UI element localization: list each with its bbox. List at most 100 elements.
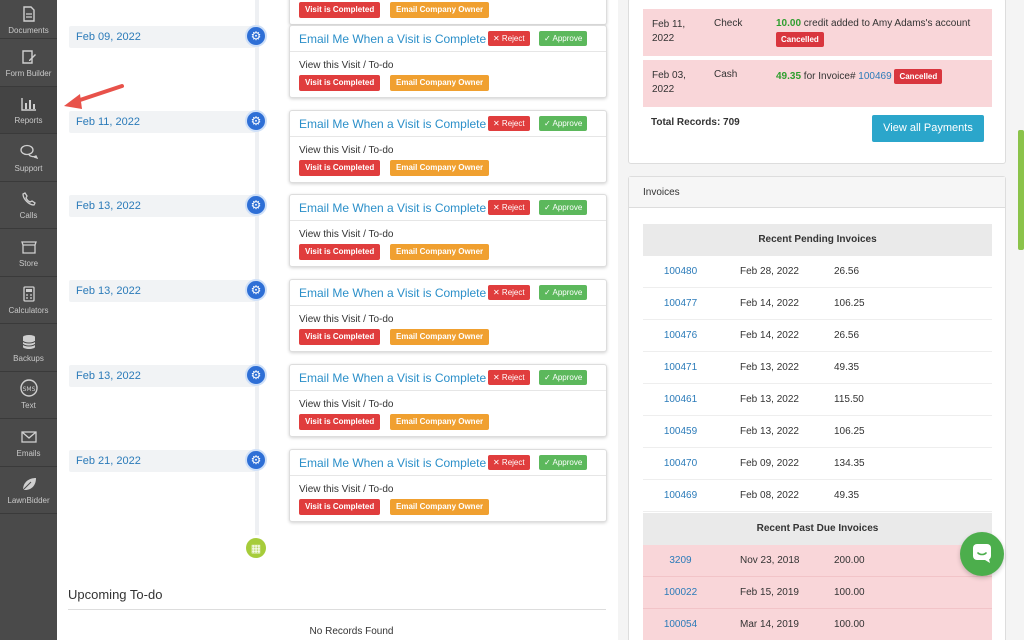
gears-icon: ⚙ — [245, 25, 267, 47]
calculator-icon — [22, 284, 35, 304]
sidebar-item-label: Calls — [19, 211, 38, 221]
view-visit-link[interactable]: View this Visit / To-do — [299, 484, 394, 495]
card-header: Email Me When a Visit is Complete ✕ Reje… — [290, 280, 606, 306]
sidebar-item-calls[interactable]: Calls — [0, 182, 57, 229]
invoice-link[interactable]: 100469 — [858, 71, 892, 82]
card-title-link[interactable]: Email Me When a Visit is Complete — [299, 117, 487, 131]
invoice-number-link[interactable]: 100477 — [663, 298, 698, 309]
invoice-number-link[interactable]: 100459 — [663, 426, 698, 437]
card-title-link[interactable]: Email Me When a Visit is Complete — [299, 286, 487, 300]
payment-row: Feb 11, 2022 Check 10.00 credit added to … — [643, 9, 992, 56]
timeline-date: Feb 09, 2022 — [76, 31, 141, 43]
invoice-amount: 134.35 — [834, 458, 865, 469]
payment-date: Feb 11, 2022 — [652, 19, 686, 44]
invoice-number-link[interactable]: 100469 — [663, 490, 698, 501]
timeline-row: Feb 09, 2022 ⚙ Email Me When a Visit is … — [57, 25, 618, 100]
invoices-panel-title: Invoices — [629, 177, 1005, 208]
sidebar-item-label: Reports — [14, 116, 43, 126]
invoice-amount: 100.00 — [834, 619, 865, 630]
sidebar-item-support[interactable]: Support — [0, 134, 57, 182]
cancelled-badge: Cancelled — [894, 69, 943, 84]
visit-completed-label: Visit is Completed — [299, 2, 381, 18]
sidebar-item-reports[interactable]: Reports — [0, 86, 57, 134]
table-row: 100459 Feb 13, 2022 106.25 — [643, 416, 992, 448]
total-records: Total Records: 709 — [651, 117, 740, 128]
card-title-link[interactable]: Email Me When a Visit is Complete — [299, 201, 487, 215]
sidebar-item-form-builder[interactable]: Form Builder — [0, 39, 57, 87]
view-visit-link[interactable]: View this Visit / To-do — [299, 145, 394, 156]
approve-button[interactable]: ✓ Approve — [539, 31, 588, 46]
table-row: 100470 Feb 09, 2022 134.35 — [643, 448, 992, 480]
sidebar-item-calculators[interactable]: Calculators — [0, 277, 57, 324]
approve-button[interactable]: ✓ Approve — [539, 116, 588, 131]
invoice-number-link[interactable]: 100470 — [663, 458, 698, 469]
payment-amount: 49.35 — [776, 71, 802, 82]
sidebar-item-emails[interactable]: Emails — [0, 419, 57, 467]
gears-icon: ⚙ — [245, 194, 267, 216]
card-title-link[interactable]: Email Me When a Visit is Complete — [299, 456, 487, 470]
past-due-invoices-header: Recent Past Due Invoices — [643, 513, 992, 545]
card-title-link[interactable]: Email Me When a Visit is Complete — [299, 32, 487, 46]
invoices-panel: Invoices Recent Pending Invoices 100480 F… — [628, 176, 1006, 640]
reject-button[interactable]: ✕ Reject — [488, 116, 530, 131]
invoice-number-link[interactable]: 100054 — [663, 619, 698, 630]
invoice-date: Feb 13, 2022 — [740, 394, 799, 405]
view-visit-link[interactable]: View this Visit / To-do — [299, 399, 394, 410]
view-visit-link[interactable]: View this Visit / To-do — [299, 229, 394, 240]
card-header: Email Me When a Visit is Complete ✕ Reje… — [290, 195, 606, 221]
approve-button[interactable]: ✓ Approve — [539, 285, 588, 300]
sidebar-item-label: Support — [14, 163, 43, 173]
reject-button[interactable]: ✕ Reject — [488, 455, 530, 470]
reject-button[interactable]: ✕ Reject — [488, 200, 530, 215]
timeline-date: Feb 13, 2022 — [76, 285, 141, 297]
invoice-amount: 106.25 — [834, 298, 865, 309]
date-strip — [69, 365, 257, 387]
timeline-card: Email Me When a Visit is Complete ✕ Reje… — [289, 110, 607, 183]
sidebar-item-lawnbidder[interactable]: LawnBidder — [0, 467, 57, 514]
database-icon — [22, 332, 36, 352]
payment-amount: 10.00 — [776, 18, 802, 29]
timeline-card: Email Me When a Visit is Complete ✕ Reje… — [289, 279, 607, 352]
timeline-card: Email Me When a Visit is Complete ✕ Reje… — [289, 449, 607, 522]
visit-completed-label: Visit is Completed — [299, 414, 381, 430]
sidebar-item-backups[interactable]: Backups — [0, 324, 57, 372]
invoice-number-link[interactable]: 100022 — [663, 587, 698, 598]
approve-button[interactable]: ✓ Approve — [539, 370, 588, 385]
email-company-owner-label: Email Company Owner — [390, 160, 490, 176]
sidebar-item-label: Backups — [13, 353, 44, 363]
view-visit-link[interactable]: View this Visit / To-do — [299, 314, 394, 325]
invoice-number-link[interactable]: 3209 — [669, 555, 692, 566]
document-icon — [22, 4, 36, 24]
visit-timeline: Visit is Completed Email Company Owner F… — [57, 0, 618, 640]
phone-icon — [21, 189, 37, 209]
sidebar-item-store[interactable]: Store — [0, 229, 57, 277]
view-all-payments-button[interactable]: View all Payments — [872, 115, 984, 142]
approve-button[interactable]: ✓ Approve — [539, 200, 588, 215]
sidebar-item-text[interactable]: SMS Text — [0, 372, 57, 419]
table-row: 100469 Feb 08, 2022 49.35 — [643, 480, 992, 512]
invoice-number-link[interactable]: 100480 — [663, 266, 698, 277]
invoice-amount: 200.00 — [834, 555, 865, 566]
invoice-number-link[interactable]: 100471 — [663, 362, 698, 373]
timeline-card: Email Me When a Visit is Complete ✕ Reje… — [289, 25, 607, 98]
invoice-number-link[interactable]: 100476 — [663, 330, 698, 341]
approve-button[interactable]: ✓ Approve — [539, 455, 588, 470]
visit-completed-label: Visit is Completed — [299, 244, 381, 260]
card-title-link[interactable]: Email Me When a Visit is Complete — [299, 371, 487, 385]
invoice-date: Feb 28, 2022 — [740, 266, 799, 277]
sidebar-item-label: Text — [21, 401, 36, 411]
reject-button[interactable]: ✕ Reject — [488, 370, 530, 385]
reject-button[interactable]: ✕ Reject — [488, 31, 530, 46]
cancelled-badge: Cancelled — [776, 32, 824, 47]
sidebar-item-documents[interactable]: Documents — [0, 0, 57, 39]
invoice-number-link[interactable]: 100461 — [663, 394, 698, 405]
table-row: 100461 Feb 13, 2022 115.50 — [643, 384, 992, 416]
invoice-date: Feb 14, 2022 — [740, 298, 799, 309]
view-visit-link[interactable]: View this Visit / To-do — [299, 60, 394, 71]
timeline-card: Visit is Completed Email Company Owner — [289, 0, 607, 25]
reject-button[interactable]: ✕ Reject — [488, 285, 530, 300]
chat-widget-button[interactable] — [960, 532, 1004, 576]
sidebar-item-label: LawnBidder — [7, 496, 50, 506]
timeline-row: Feb 11, 2022 ⚙ Email Me When a Visit is … — [57, 110, 618, 185]
scrollbar-accent[interactable] — [1018, 130, 1024, 250]
